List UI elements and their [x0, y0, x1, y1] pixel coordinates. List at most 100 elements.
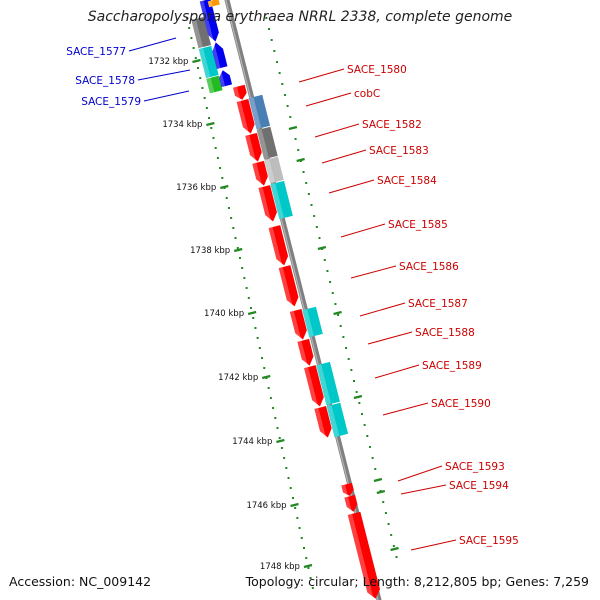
- gene-feature[interactable]: [264, 156, 284, 184]
- gene-shape[interactable]: [347, 511, 382, 600]
- gene-shine: [314, 407, 327, 439]
- gene-label-reverse[interactable]: SACE_1584: [377, 175, 437, 187]
- gene-features[interactable]: [191, 0, 382, 600]
- gene-shape[interactable]: [198, 45, 219, 79]
- gene-label-reverse[interactable]: SACE_1588: [415, 327, 475, 339]
- gene-feature[interactable]: [258, 185, 278, 223]
- gene-label-reverse[interactable]: SACE_1594: [449, 480, 509, 492]
- gene-feature[interactable]: [297, 338, 315, 368]
- tick-dot: [247, 297, 250, 299]
- gene-shine: [347, 513, 374, 600]
- tick-dot: [188, 27, 191, 29]
- major-tick: [261, 374, 271, 380]
- gene-feature[interactable]: [191, 16, 212, 49]
- gene-shape[interactable]: [252, 160, 270, 187]
- major-tick: [303, 563, 313, 569]
- gene-label-reverse[interactable]: SACE_1580: [347, 64, 407, 76]
- gene-shape[interactable]: [302, 306, 323, 338]
- gene-feature[interactable]: [268, 225, 290, 267]
- gene-feature[interactable]: [206, 75, 223, 94]
- tick-dot: [300, 537, 303, 539]
- tick-label: 1736 kbp: [176, 183, 216, 193]
- leader-line: [410, 539, 457, 551]
- gene-feature[interactable]: [304, 365, 326, 408]
- gene-shine: [278, 267, 293, 308]
- gene-feature[interactable]: [270, 180, 293, 220]
- gene-feature[interactable]: [198, 45, 219, 79]
- gene-shape[interactable]: [210, 41, 228, 69]
- gene-label-reverse[interactable]: SACE_1593: [445, 461, 505, 473]
- gene-feature[interactable]: [202, 9, 221, 43]
- gene-shape[interactable]: [270, 180, 293, 220]
- gene-shape[interactable]: [258, 185, 278, 223]
- leader-line: [328, 179, 375, 194]
- gene-feature[interactable]: [217, 69, 233, 88]
- gene-shine: [258, 186, 272, 223]
- gene-feature[interactable]: [289, 308, 309, 342]
- gene-label-reverse[interactable]: SACE_1582: [362, 119, 422, 131]
- tick-dot: [238, 257, 241, 259]
- gene-label-reverse[interactable]: SACE_1589: [422, 360, 482, 372]
- tick-dot: [197, 67, 200, 69]
- gene-feature[interactable]: [316, 361, 340, 406]
- gene-label-reverse[interactable]: cobC: [354, 88, 380, 100]
- gene-feature[interactable]: [210, 41, 228, 69]
- gene-shape[interactable]: [217, 69, 233, 88]
- gene-shape[interactable]: [207, 0, 220, 8]
- tick-label: 1740 kbp: [204, 309, 244, 319]
- gene-shape[interactable]: [233, 84, 248, 102]
- gene-shine: [233, 86, 241, 102]
- gene-shape[interactable]: [289, 308, 309, 341]
- gene-shape[interactable]: [278, 265, 301, 308]
- gene-feature[interactable]: [344, 494, 359, 514]
- gene-shape[interactable]: [316, 361, 340, 406]
- gene-shape[interactable]: [297, 338, 315, 367]
- gene-feature[interactable]: [302, 306, 323, 338]
- gene-shape[interactable]: [314, 406, 333, 439]
- major-tick: [206, 121, 215, 127]
- outer-ring-dot: [323, 259, 326, 261]
- gene-feature[interactable]: [252, 160, 270, 188]
- gene-feature[interactable]: [314, 406, 333, 439]
- outer-major-tick: [288, 125, 298, 131]
- gene-shape[interactable]: [245, 132, 264, 163]
- gene-label-reverse[interactable]: SACE_1583: [369, 145, 429, 157]
- gene-shape[interactable]: [344, 494, 359, 513]
- gene-label-reverse[interactable]: SACE_1586: [399, 261, 459, 273]
- gene-feature[interactable]: [278, 265, 301, 308]
- gene-shape[interactable]: [268, 225, 290, 267]
- gene-shape[interactable]: [206, 75, 223, 94]
- gene-feature[interactable]: [248, 94, 271, 130]
- gene-feature[interactable]: [233, 84, 248, 102]
- gene-feature[interactable]: [236, 99, 257, 135]
- gene-label-forward[interactable]: SACE_1578: [75, 75, 135, 87]
- gene-label-forward[interactable]: SACE_1577: [66, 46, 126, 58]
- gene-shape[interactable]: [236, 99, 257, 135]
- gene-shape[interactable]: [248, 94, 271, 130]
- gene-shine: [236, 100, 250, 135]
- gene-shape[interactable]: [256, 126, 278, 160]
- gene-feature[interactable]: [245, 132, 264, 164]
- major-tick: [276, 438, 285, 444]
- gene-shape[interactable]: [191, 16, 212, 49]
- gene-feature[interactable]: [256, 126, 278, 160]
- gene-shape[interactable]: [202, 9, 221, 43]
- gene-shape[interactable]: [304, 365, 326, 408]
- gene-shape[interactable]: [341, 482, 355, 497]
- gene-label-forward[interactable]: SACE_1579: [81, 96, 141, 108]
- outer-ring-dot: [307, 193, 310, 195]
- gene-feature[interactable]: [341, 482, 355, 498]
- gene-shape[interactable]: [326, 402, 349, 438]
- outer-ring-dot: [363, 424, 366, 426]
- gene-label-reverse[interactable]: SACE_1590: [431, 398, 491, 410]
- gene-feature[interactable]: [347, 511, 382, 600]
- gene-label-reverse[interactable]: SACE_1595: [459, 535, 519, 547]
- gene-label-reverse[interactable]: SACE_1585: [388, 219, 448, 231]
- gene-feature[interactable]: [207, 0, 220, 8]
- gene-shape[interactable]: [264, 156, 284, 184]
- gene-feature[interactable]: [326, 402, 349, 438]
- gene-labels[interactable]: SACE_1577 SACE_1578 SACE_1579 SACE_1580 cobC…: [66, 46, 519, 547]
- gene-label-reverse[interactable]: SACE_1587: [408, 298, 468, 310]
